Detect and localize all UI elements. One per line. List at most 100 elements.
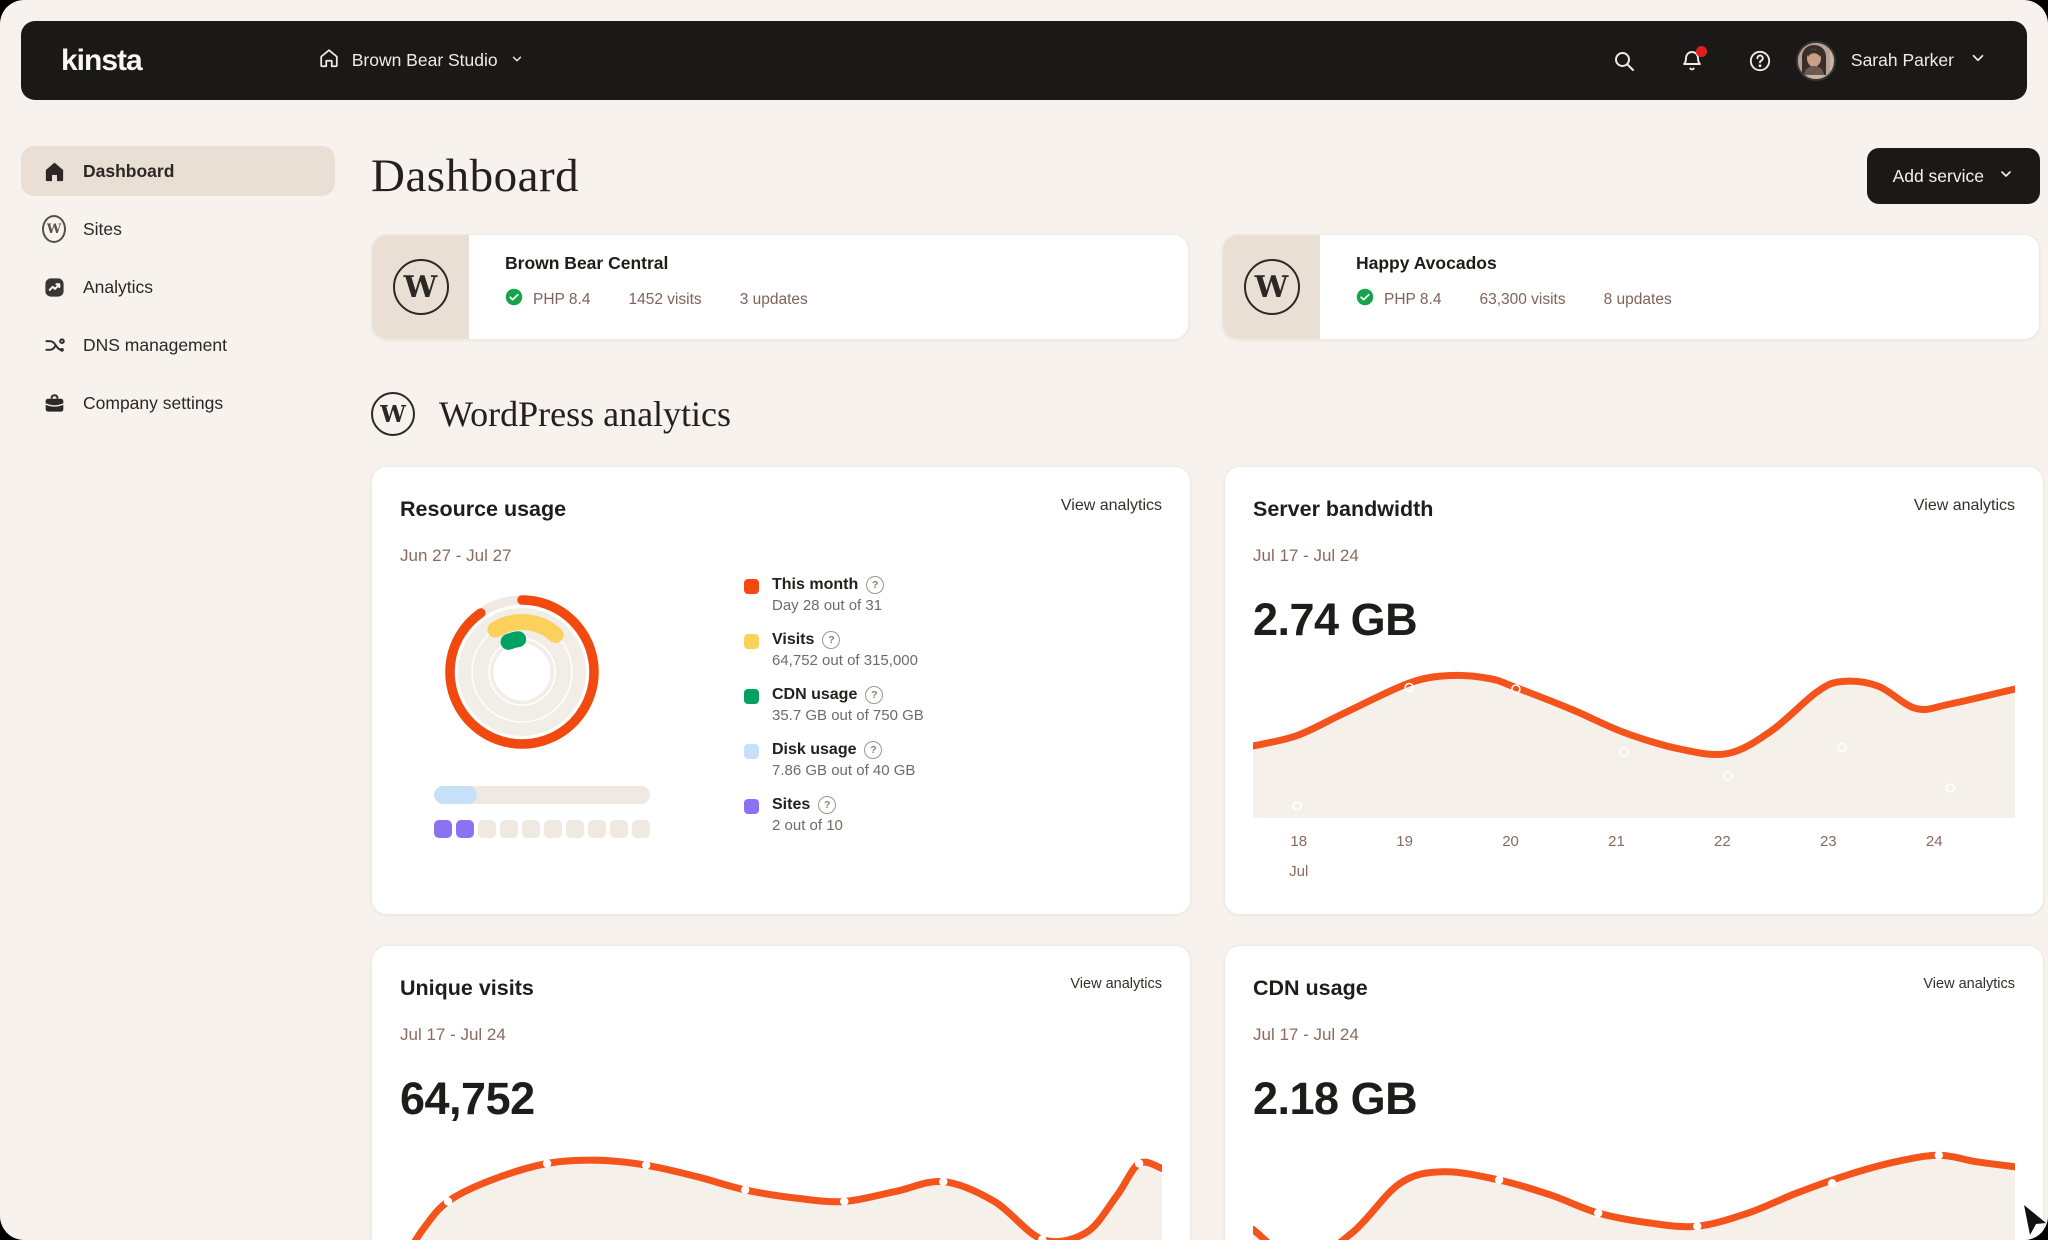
x-axis-labels: 18 19 20 21 22 23 24 Jul bbox=[1253, 823, 2015, 881]
date-range: Jul 17 - Jul 24 bbox=[1253, 546, 1359, 565]
sidebar-item-label: Analytics bbox=[83, 276, 154, 297]
notifications-button[interactable] bbox=[1680, 45, 1707, 73]
sidebar-item-dashboard[interactable]: Dashboard bbox=[21, 146, 335, 196]
page-header: Dashboard Add service bbox=[371, 148, 2040, 204]
site-meta: PHP 8.4 63,300 visits 8 updates bbox=[1356, 288, 1672, 311]
x-tick-label: 20 bbox=[1502, 833, 1519, 850]
legend-detail: 64,752 out of 315,000 bbox=[772, 652, 918, 669]
cdn-total-value: 2.18 GB bbox=[1253, 1073, 1418, 1124]
site-slot-used bbox=[434, 820, 452, 838]
sidebar-item-analytics[interactable]: Analytics bbox=[21, 262, 335, 312]
site-slot-free bbox=[610, 820, 628, 838]
card-header: Unique visits View analytics bbox=[400, 976, 1162, 1001]
date-range: Jun 27 - Jul 27 bbox=[400, 546, 512, 565]
legend-text: This month Day 28 out of 31 bbox=[772, 576, 885, 614]
visits-count: 1452 visits bbox=[628, 290, 702, 308]
dns-route-icon bbox=[42, 333, 66, 357]
legend-label: Sites bbox=[772, 796, 811, 813]
user-menu[interactable]: Sarah Parker bbox=[1795, 40, 1987, 81]
wordpress-icon: W bbox=[1243, 259, 1300, 315]
site-slot-free bbox=[478, 820, 496, 838]
site-cards-row: W Brown Bear Central PHP 8.4 1452 visits bbox=[371, 234, 2040, 340]
visits-count: 63,300 visits bbox=[1479, 290, 1566, 308]
disk-usage-progress-bar bbox=[434, 786, 650, 804]
site-card-accent: W bbox=[1223, 235, 1320, 339]
chevron-down-icon bbox=[510, 50, 524, 71]
help-icon[interactable] bbox=[866, 576, 885, 594]
site-card-brown-bear-central[interactable]: W Brown Bear Central PHP 8.4 1452 visits bbox=[371, 234, 1189, 340]
analytics-grid: Resource usage View analytics Jun 27 - J… bbox=[371, 466, 2044, 1240]
sites-usage-squares bbox=[434, 820, 716, 838]
card-header: Resource usage View analytics bbox=[400, 497, 1162, 522]
card-title: CDN usage bbox=[1253, 976, 1368, 1000]
site-card-body: Happy Avocados PHP 8.4 63,300 visits 8 u… bbox=[1320, 235, 1672, 339]
top-navigation-bar: kinsta Brown Bear Studio bbox=[21, 21, 2027, 100]
sidebar: Dashboard W Sites Analytics DNS manageme… bbox=[21, 146, 335, 1240]
php-version: PHP 8.4 bbox=[1384, 290, 1442, 308]
legend-label: Visits bbox=[772, 631, 815, 648]
legend-text: CDN usage 35.7 GB out of 750 GB bbox=[772, 686, 924, 724]
notification-badge bbox=[1695, 45, 1707, 57]
search-button[interactable] bbox=[1612, 49, 1636, 73]
legend-item-cdn-usage: CDN usage 35.7 GB out of 750 GB bbox=[744, 686, 1162, 724]
site-card-happy-avocados[interactable]: W Happy Avocados PHP 8.4 63,300 visits bbox=[1222, 234, 2040, 340]
help-icon[interactable] bbox=[822, 631, 841, 649]
sidebar-item-label: Dashboard bbox=[83, 160, 175, 181]
company-selector[interactable]: Brown Bear Studio bbox=[318, 47, 524, 74]
view-analytics-link[interactable]: View analytics bbox=[1070, 976, 1162, 992]
updates-count: 8 updates bbox=[1603, 290, 1672, 308]
view-analytics-link[interactable]: View analytics bbox=[1060, 497, 1162, 514]
site-name: Brown Bear Central bbox=[505, 253, 669, 273]
site-card-body: Brown Bear Central PHP 8.4 1452 visits 3… bbox=[469, 235, 808, 339]
site-card-accent: W bbox=[372, 235, 469, 339]
help-button[interactable] bbox=[1748, 49, 1772, 73]
add-service-button[interactable]: Add service bbox=[1866, 148, 2040, 204]
date-range: Jul 17 - Jul 24 bbox=[1253, 1025, 1359, 1044]
legend-text: Sites 2 out of 10 bbox=[772, 796, 843, 834]
help-icon[interactable] bbox=[865, 686, 884, 704]
legend-detail: 7.86 GB out of 40 GB bbox=[772, 762, 916, 779]
server-bandwidth-card: Server bandwidth View analytics Jul 17 -… bbox=[1224, 466, 2044, 915]
legend-item-disk-usage: Disk usage 7.86 GB out of 40 GB bbox=[744, 741, 1162, 779]
help-icon bbox=[1748, 49, 1772, 73]
x-tick-label: 23 bbox=[1819, 833, 1837, 850]
legend-swatch bbox=[744, 744, 759, 759]
site-slot-free bbox=[500, 820, 518, 838]
resource-body: This month Day 28 out of 31 Visits 64,75… bbox=[400, 574, 1162, 851]
legend-detail: 35.7 GB out of 750 GB bbox=[772, 707, 924, 724]
home-icon bbox=[318, 47, 340, 74]
site-slot-free bbox=[566, 820, 584, 838]
section-title: WordPress analytics bbox=[439, 394, 732, 434]
server-bandwidth-line-chart bbox=[1249, 671, 2019, 818]
disk-usage-progress-fill bbox=[434, 786, 477, 804]
plot-wrap bbox=[400, 1147, 1166, 1240]
legend-swatch bbox=[744, 579, 759, 594]
wordpress-icon: W bbox=[392, 259, 449, 315]
view-analytics-link[interactable]: View analytics bbox=[1923, 976, 2015, 992]
sidebar-item-sites[interactable]: W Sites bbox=[21, 204, 335, 254]
resource-usage-card: Resource usage View analytics Jun 27 - J… bbox=[371, 466, 1191, 915]
page-title: Dashboard bbox=[371, 150, 580, 202]
site-slot-free bbox=[522, 820, 540, 838]
help-icon[interactable] bbox=[818, 796, 837, 814]
analytics-icon bbox=[42, 275, 66, 299]
unique-visits-card: Unique visits View analytics Jul 17 - Ju… bbox=[371, 945, 1191, 1240]
legend-label: Disk usage bbox=[772, 741, 857, 758]
sidebar-item-company-settings[interactable]: Company settings bbox=[21, 378, 335, 428]
site-meta: PHP 8.4 1452 visits 3 updates bbox=[505, 288, 808, 311]
card-title: Resource usage bbox=[400, 497, 567, 521]
view-analytics-link[interactable]: View analytics bbox=[1913, 497, 2015, 514]
sidebar-item-dns[interactable]: DNS management bbox=[21, 320, 335, 370]
help-icon[interactable] bbox=[864, 741, 883, 759]
x-tick-label: 19 bbox=[1396, 833, 1413, 850]
wordpress-icon: W bbox=[371, 392, 415, 436]
legend-item-visits: Visits 64,752 out of 315,000 bbox=[744, 631, 1162, 669]
unique-visits-line-chart bbox=[411, 1156, 1166, 1240]
legend-label: CDN usage bbox=[772, 686, 858, 703]
x-tick-label: 18 bbox=[1290, 833, 1308, 850]
sidebar-item-label: DNS management bbox=[83, 334, 227, 355]
company-name: Brown Bear Studio bbox=[351, 50, 498, 70]
main-content: Dashboard Add service W Brown Bear Centr… bbox=[371, 146, 2044, 1240]
x-axis-month-label: Jul bbox=[1289, 863, 1309, 880]
